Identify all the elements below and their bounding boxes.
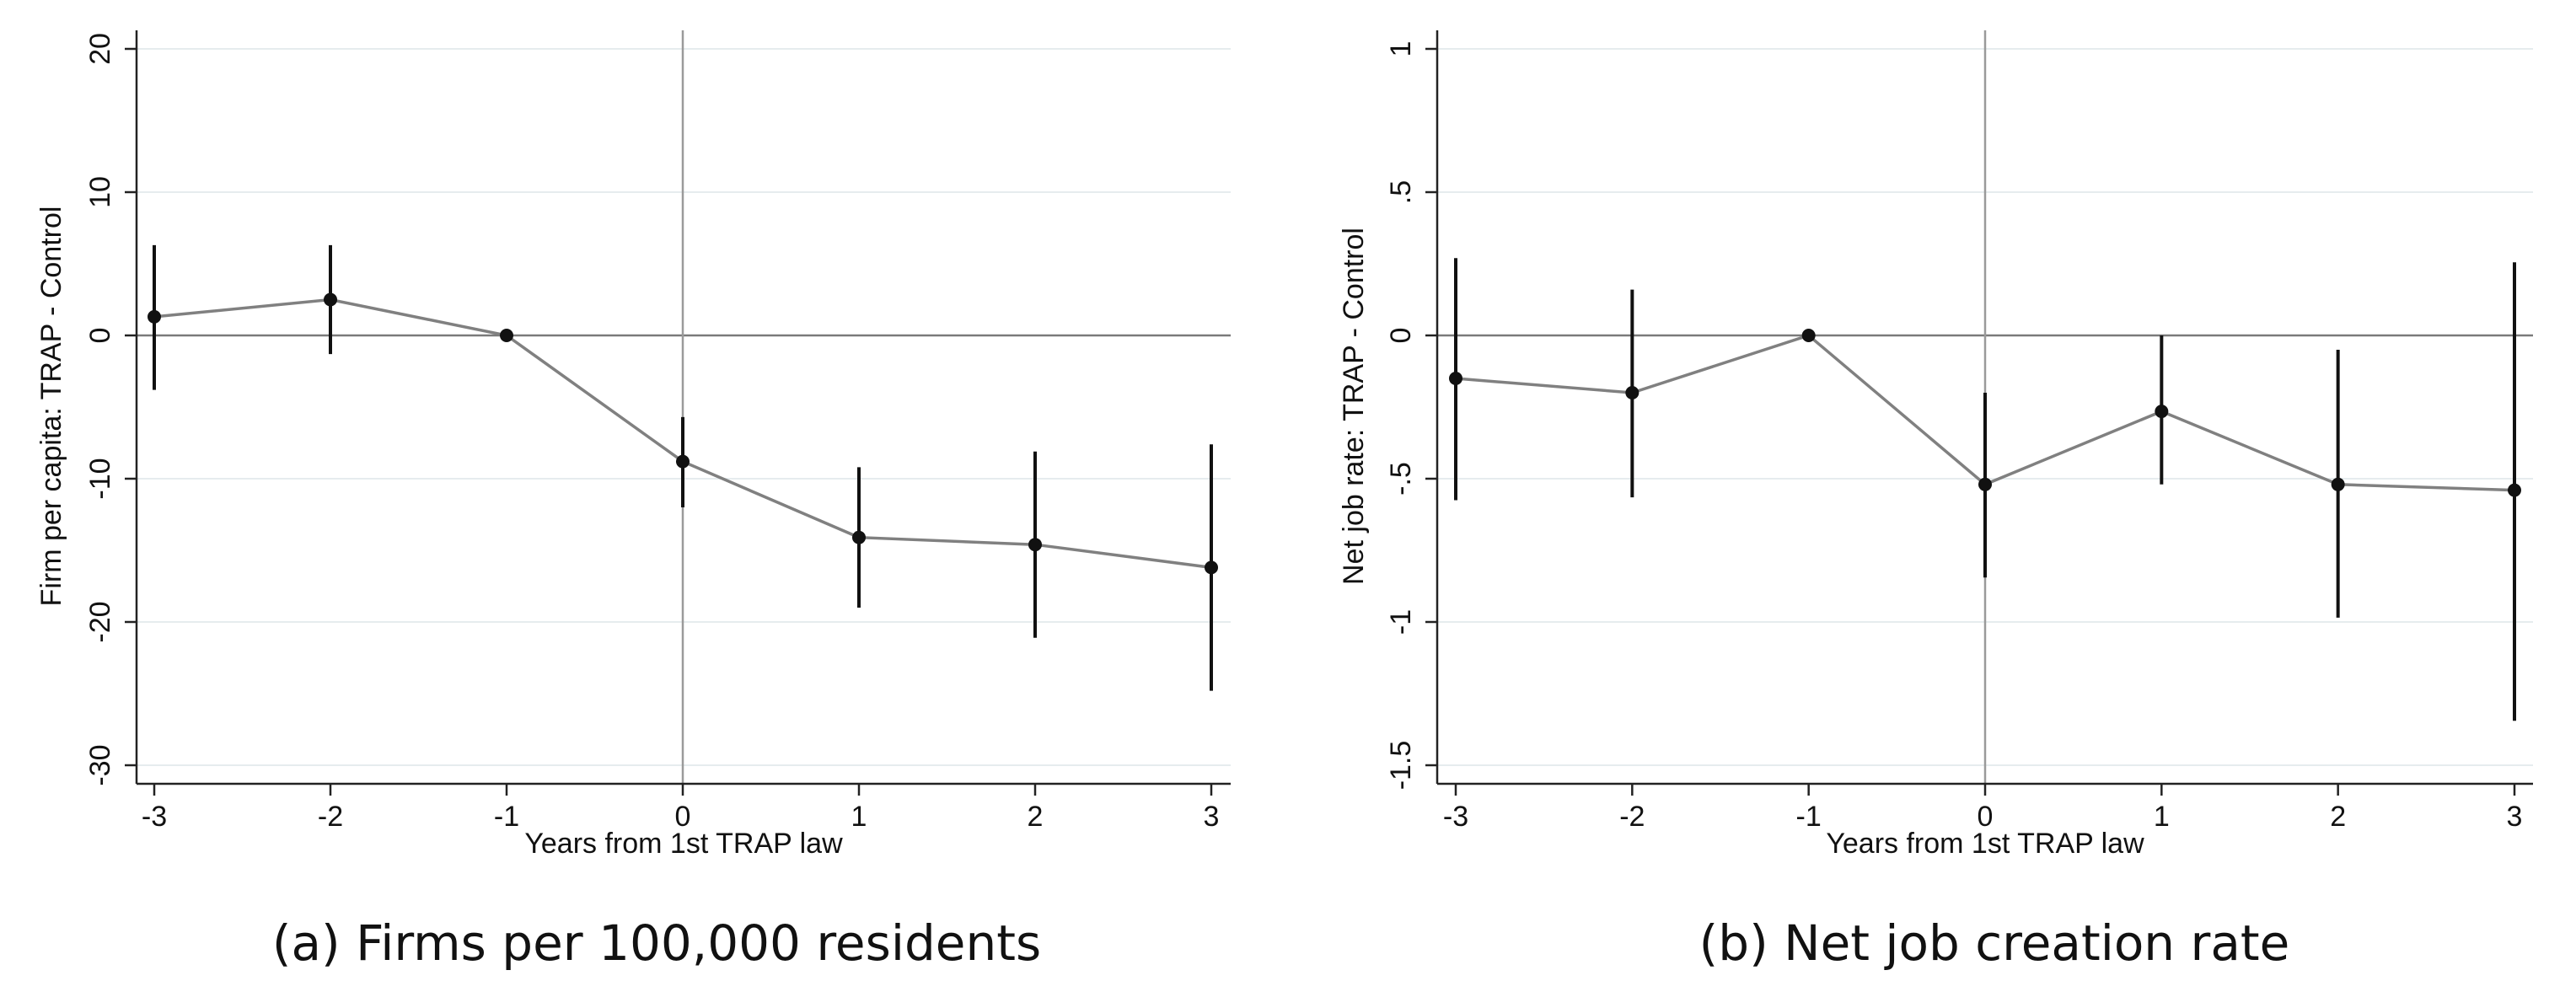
y-axis-title: Firm per capita: TRAP - Control bbox=[35, 206, 67, 607]
x-tick-label: -2 bbox=[1619, 801, 1645, 833]
data-point bbox=[324, 292, 337, 307]
x-tick-label: 2 bbox=[1028, 801, 1044, 833]
data-point bbox=[2508, 483, 2521, 497]
x-tick-label: -2 bbox=[318, 801, 343, 833]
x-tick-label: -1 bbox=[494, 801, 519, 833]
data-point bbox=[1205, 560, 1218, 575]
x-tick-label: 0 bbox=[675, 801, 691, 833]
y-tick-label: 0 bbox=[84, 328, 116, 344]
data-point bbox=[2155, 405, 2169, 419]
y-tick-label: -.5 bbox=[1385, 462, 1417, 496]
panel-b-caption: (b) Net job creation rate bbox=[1699, 914, 2290, 972]
y-tick-label: 20 bbox=[84, 33, 116, 65]
data-point bbox=[2331, 477, 2345, 491]
y-tick-label: .5 bbox=[1385, 180, 1417, 204]
x-axis-title: Years from 1st TRAP law bbox=[1826, 828, 2144, 860]
y-axis-title: Net job rate: TRAP - Control bbox=[1338, 228, 1370, 585]
data-point bbox=[1625, 386, 1640, 399]
y-tick-label: -30 bbox=[84, 744, 116, 785]
data-point bbox=[500, 329, 513, 342]
x-tick-label: 3 bbox=[1204, 801, 1220, 833]
y-tick-label: -1.5 bbox=[1385, 741, 1417, 791]
x-tick-label: 1 bbox=[2154, 801, 2170, 833]
data-point bbox=[852, 530, 866, 544]
y-tick-label: 1 bbox=[1385, 41, 1417, 57]
data-point bbox=[1449, 372, 1462, 385]
data-point bbox=[676, 454, 690, 469]
data-point bbox=[1801, 329, 1816, 342]
y-tick-label: -1 bbox=[1385, 609, 1417, 635]
data-point bbox=[148, 309, 161, 324]
x-tick-label: -3 bbox=[1443, 801, 1468, 833]
x-axis-title: Years from 1st TRAP law bbox=[524, 828, 843, 860]
x-tick-label: -1 bbox=[1796, 801, 1822, 833]
x-tick-label: 2 bbox=[2330, 801, 2346, 833]
x-tick-label: 3 bbox=[2507, 801, 2523, 833]
x-tick-label: 0 bbox=[1978, 801, 1994, 833]
x-tick-label: 1 bbox=[851, 801, 867, 833]
panel-a-caption: (a) Firms per 100,000 residents bbox=[271, 914, 1042, 972]
y-tick-label: 0 bbox=[1385, 328, 1417, 344]
x-tick-label: -3 bbox=[142, 801, 167, 833]
y-tick-label: -20 bbox=[84, 601, 116, 642]
panel-b-chart: -1.5 -1 -.5 0 .5 1 -3 -2 -1 0 1 2 3 Years from 1st TR… bbox=[1338, 30, 2533, 860]
data-point bbox=[1978, 477, 1992, 491]
y-tick-label: 10 bbox=[84, 176, 116, 208]
data-point bbox=[1028, 538, 1042, 552]
y-tick-label: -10 bbox=[84, 458, 116, 499]
